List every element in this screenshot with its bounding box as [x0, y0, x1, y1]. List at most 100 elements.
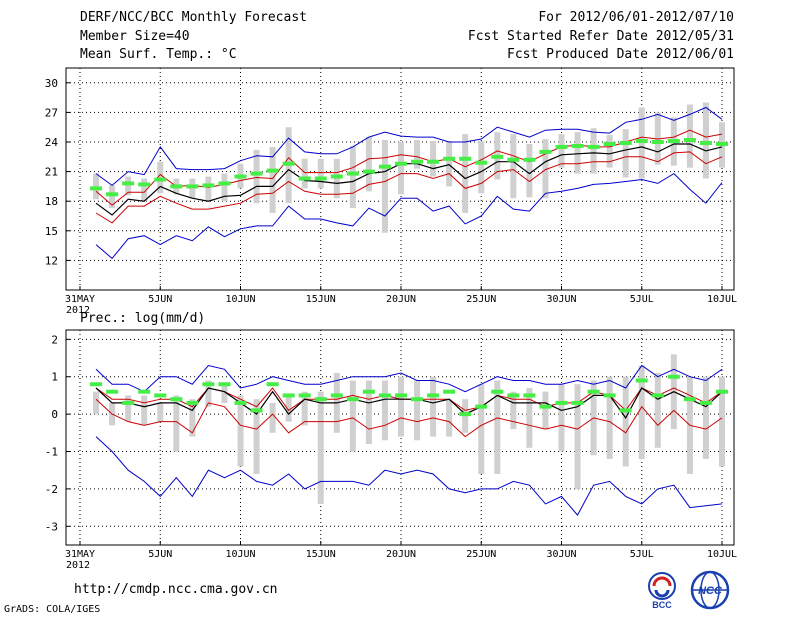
range-bar — [478, 141, 485, 194]
forecast-produced-date: Fcst Produced Date 2012/06/01 — [507, 47, 734, 62]
green-marker — [603, 393, 616, 398]
green-marker — [218, 181, 231, 186]
green-marker — [138, 182, 151, 187]
green-marker — [619, 408, 632, 413]
range-bar — [109, 185, 116, 209]
green-marker — [459, 412, 472, 417]
x-tick-label: 25JUN — [466, 294, 496, 305]
range-bar — [494, 380, 501, 474]
x-tick-label: 30JUN — [546, 294, 576, 305]
x-tick-label: 2012 — [66, 305, 90, 316]
green-marker — [603, 141, 616, 146]
green-marker — [411, 397, 424, 402]
range-bar — [398, 376, 404, 437]
green-marker — [683, 397, 696, 402]
green-marker — [266, 382, 279, 387]
range-bar — [381, 380, 388, 441]
green-marker — [202, 382, 215, 387]
range-bar — [349, 380, 356, 452]
x-tick-label: 10JUL — [707, 294, 737, 305]
y-tick-label: 12 — [45, 254, 58, 267]
range-bar — [173, 395, 180, 452]
green-marker — [587, 144, 600, 149]
range-bar — [590, 128, 597, 174]
green-marker — [491, 389, 504, 394]
green-marker — [106, 192, 119, 197]
green-marker — [362, 169, 375, 174]
x-tick-label: 30JUN — [546, 549, 576, 560]
top-panel-variable: Mean Surf. Temp.: °C — [80, 47, 237, 62]
green-marker — [202, 183, 215, 188]
range-bar — [317, 391, 324, 504]
x-tick-label: 31MAY — [65, 549, 95, 560]
green-marker — [635, 378, 648, 383]
green-marker — [443, 156, 456, 161]
green-marker — [491, 154, 504, 159]
range-bar — [702, 102, 709, 179]
range-bar — [221, 173, 228, 202]
y-tick-label: 15 — [45, 225, 58, 238]
green-marker — [138, 389, 151, 394]
green-marker — [378, 393, 391, 398]
range-bar — [398, 142, 404, 195]
green-marker — [330, 393, 343, 398]
range-bar — [622, 129, 629, 178]
green-marker — [427, 393, 440, 398]
green-marker — [314, 397, 327, 402]
green-marker — [250, 408, 263, 413]
x-tick-label: 15JUN — [306, 294, 336, 305]
green-marker — [122, 400, 135, 405]
green-marker — [346, 397, 359, 402]
series-max-line — [95, 106, 723, 187]
green-marker — [635, 139, 648, 144]
y-tick-label: 18 — [45, 195, 58, 208]
ncc-logo-text: NCC — [698, 585, 723, 597]
green-marker — [716, 141, 728, 146]
green-marker — [266, 168, 279, 173]
range-bar — [686, 104, 693, 168]
source-url: http://cmdp.ncc.cma.gov.cn — [74, 582, 278, 597]
y-tick-label: -2 — [45, 483, 58, 496]
green-marker — [475, 160, 488, 165]
green-marker — [282, 393, 295, 398]
x-tick-label: 31MAY — [65, 294, 95, 305]
green-marker — [362, 389, 375, 394]
y-tick-label: 2 — [51, 333, 58, 346]
green-marker — [651, 140, 664, 144]
y-tick-label: 27 — [45, 106, 58, 119]
y-tick-label: -1 — [45, 446, 58, 459]
member-size: Member Size=40 — [80, 29, 190, 44]
green-marker — [298, 176, 311, 181]
range-bar — [93, 391, 100, 415]
range-bar — [574, 384, 581, 489]
range-bar — [526, 143, 533, 198]
green-marker — [90, 186, 103, 191]
x-tick-label: 20JUN — [386, 549, 416, 560]
green-marker — [539, 149, 552, 154]
green-marker — [395, 161, 407, 166]
green-marker — [395, 393, 407, 398]
range-bar — [719, 376, 725, 467]
range-bar — [654, 373, 661, 448]
range-bar — [558, 384, 565, 452]
green-marker — [154, 177, 167, 182]
y-tick-label: 1 — [51, 371, 58, 384]
range-bar — [141, 178, 148, 202]
green-marker — [250, 171, 263, 176]
green-marker — [619, 140, 632, 145]
green-marker — [716, 389, 728, 394]
green-marker — [539, 404, 552, 409]
forecast-period: For 2012/06/01-2012/07/10 — [538, 10, 734, 25]
y-tick-label: 0 — [51, 408, 58, 421]
range-bar — [542, 139, 549, 199]
series-mean-line — [95, 143, 723, 216]
green-marker — [555, 144, 568, 149]
green-marker — [298, 393, 311, 398]
range-bar — [558, 134, 565, 168]
x-tick-label: 10JUL — [707, 549, 737, 560]
green-marker — [346, 171, 359, 176]
range-bar — [446, 399, 453, 437]
green-marker — [427, 159, 440, 164]
range-bar — [606, 376, 613, 459]
x-tick-label: 25JUN — [466, 549, 496, 560]
